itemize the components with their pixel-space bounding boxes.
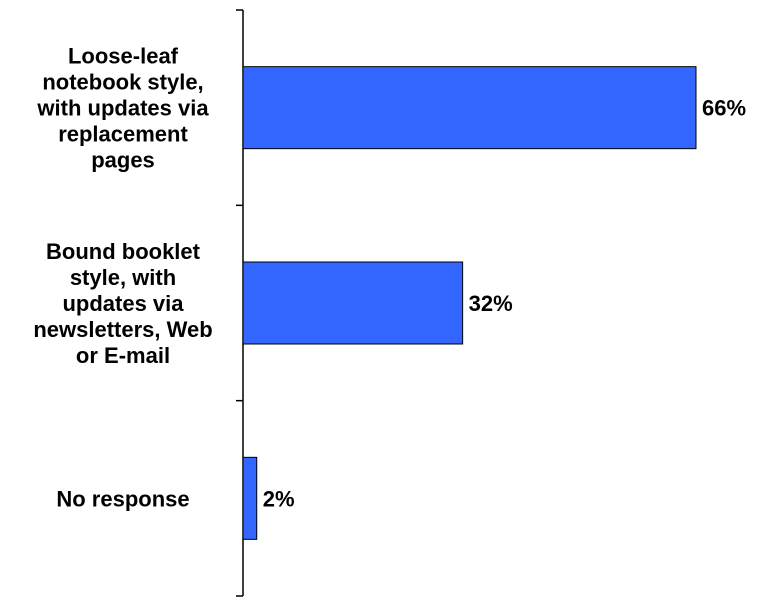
data-label: 2% (263, 486, 295, 511)
bar (242, 66, 697, 150)
bar (242, 261, 464, 345)
axis-layer (236, 9, 244, 597)
category-label-line: notebook style, (42, 70, 203, 95)
category-label-line: newsletters, Web (33, 317, 212, 342)
label-layer: 66% Loose-leaf notebook style, with updates… (33, 44, 746, 512)
category-label-line: style, with (70, 265, 176, 290)
bar (242, 456, 258, 540)
category-label: Bound booklet style, with updates via newsl… (33, 239, 212, 368)
category-label-line: or E-mail (76, 343, 170, 368)
category-label-line: No response (56, 486, 189, 511)
category-label-line: Loose-leaf (68, 44, 179, 69)
category-label: Loose-leaf notebook style, with updates vi… (36, 44, 209, 173)
category-label-line: pages (91, 148, 155, 173)
category-label-line: Bound booklet (46, 239, 201, 264)
category-label-line: replacement (58, 122, 188, 147)
category-label: No response (56, 486, 189, 511)
data-label: 32% (469, 291, 513, 316)
bar-layer (242, 66, 697, 540)
data-label: 66% (702, 96, 746, 121)
category-label-line: updates via (62, 291, 184, 316)
category-label-line: with updates via (36, 96, 209, 121)
